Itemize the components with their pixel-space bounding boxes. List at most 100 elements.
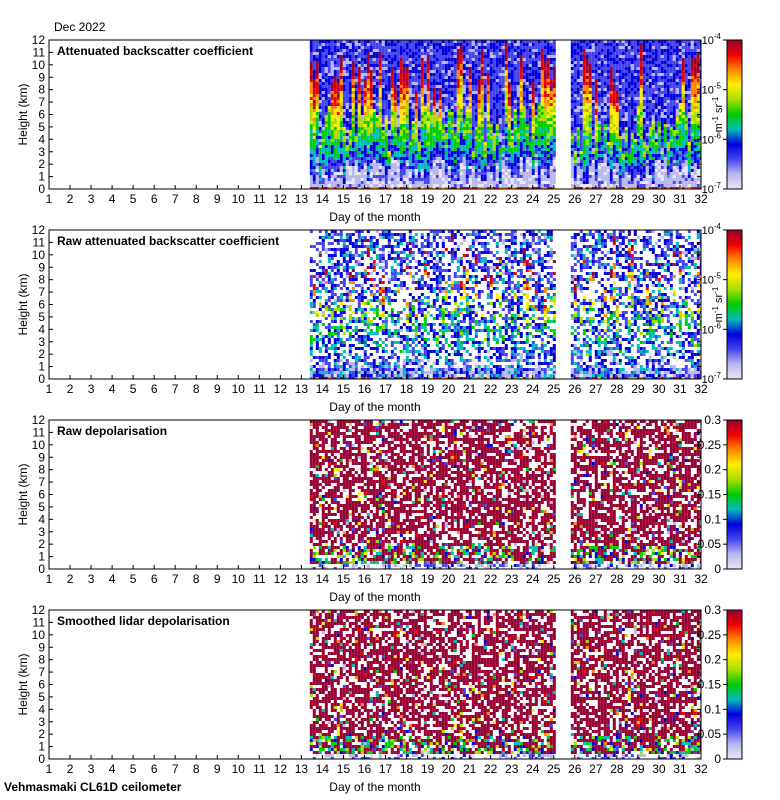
colorbar-tick-label: 0.1 (704, 512, 721, 526)
x-tick-label: 5 (130, 762, 137, 776)
x-tick-label: 9 (214, 382, 221, 396)
x-tick-label: 22 (484, 572, 498, 586)
x-tick-label: 22 (484, 762, 498, 776)
x-tick-label: 29 (631, 762, 645, 776)
x-tick-label: 4 (109, 192, 116, 206)
x-tick-label: 3 (88, 192, 95, 206)
x-tick-label: 13 (295, 192, 309, 206)
x-tick-label: 6 (151, 382, 158, 396)
x-tick-label: 2 (67, 192, 74, 206)
x-tick-label: 27 (589, 192, 603, 206)
y-tick-label: 5 (38, 500, 45, 514)
x-tick-label: 6 (151, 192, 158, 206)
x-tick-label: 1 (46, 762, 53, 776)
y-tick-label: 0 (38, 752, 45, 766)
colorbar-scale (726, 419, 743, 570)
x-tick-label: 25 (547, 192, 561, 206)
x-tick-label: 12 (274, 382, 288, 396)
x-tick-label: 31 (673, 762, 687, 776)
colorbar-scale (726, 229, 743, 380)
colorbar-tick-label: 0.3 (704, 603, 721, 617)
y-tick-label: 2 (38, 537, 45, 551)
y-tick-label: 6 (38, 678, 45, 692)
colorbar-tick-label: 10-4 (702, 32, 722, 47)
x-tick-label: 14 (316, 572, 330, 586)
y-tick-label: 3 (38, 525, 45, 539)
x-tick-label: 11 (253, 762, 266, 776)
y-tick-label: 12 (32, 413, 46, 427)
colorbar-tick-label: 0.25 (698, 438, 722, 452)
y-axis-label: Height (km) (16, 653, 30, 715)
x-tick-label: 21 (463, 572, 477, 586)
y-tick-label: 7 (38, 475, 45, 489)
x-tick-label: 22 (484, 192, 498, 206)
x-tick-label: 7 (172, 572, 179, 586)
x-tick-label: 19 (421, 572, 435, 586)
colorbar-tick-label: 0.3 (704, 413, 721, 427)
x-tick-label: 14 (316, 192, 330, 206)
x-tick-label: 17 (379, 572, 393, 586)
colorbar: 10-7 10-6 10-5 10-4 m-1 sr-1 (702, 32, 743, 196)
x-tick-label: 4 (109, 762, 116, 776)
heatmap-field (309, 40, 701, 189)
x-tick-label: 15 (337, 762, 351, 776)
colorbar-tick-label: 0.05 (698, 727, 722, 741)
y-tick-label: 2 (38, 157, 45, 171)
x-tick-label: 23 (505, 762, 519, 776)
colorbar-label: m-1 sr-1 (711, 96, 725, 132)
x-tick-label: 1 (46, 192, 53, 206)
colorbar-tick-label: 0.25 (698, 628, 722, 642)
panel-title: Smoothed lidar depolarisation (57, 614, 230, 628)
y-tick-label: 10 (32, 438, 46, 452)
x-tick-label: 20 (442, 192, 456, 206)
y-tick-label: 0 (38, 182, 45, 196)
colorbar-tick-label: 10-5 (702, 272, 722, 287)
x-tick-label: 30 (652, 762, 666, 776)
x-tick-label: 29 (631, 572, 645, 586)
heatmap-field (309, 230, 701, 379)
x-tick-label: 28 (610, 382, 624, 396)
colorbar-tick-label: 0.05 (698, 537, 722, 551)
y-tick-label: 3 (38, 715, 45, 729)
y-tick-label: 10 (32, 628, 46, 642)
y-tick-label: 7 (38, 665, 45, 679)
x-tick-label: 8 (193, 192, 200, 206)
x-tick-label: 20 (442, 572, 456, 586)
y-tick-label: 1 (38, 550, 45, 564)
x-tick-label: 12 (274, 762, 288, 776)
colorbar-tick-label: 0.15 (698, 678, 722, 692)
month-label: Dec 2022 (54, 20, 106, 34)
y-tick-label: 0 (38, 372, 45, 386)
x-tick-label: 17 (379, 192, 393, 206)
colorbar-tick-label: 10-5 (702, 82, 722, 97)
x-tick-label: 22 (484, 382, 498, 396)
x-tick-label: 27 (589, 382, 603, 396)
x-tick-label: 32 (694, 382, 708, 396)
y-tick-label: 7 (38, 95, 45, 109)
x-tick-label: 11 (253, 382, 266, 396)
x-tick-label: 24 (526, 762, 540, 776)
x-tick-label: 21 (463, 762, 477, 776)
panel-1: Attenuated backscatter coefficient012345… (16, 32, 743, 224)
x-tick-label: 1 (46, 382, 53, 396)
x-tick-label: 8 (193, 382, 200, 396)
x-tick-label: 3 (88, 382, 95, 396)
x-axis-label: Day of the month (329, 400, 420, 414)
x-tick-label: 18 (400, 572, 414, 586)
y-tick-label: 6 (38, 108, 45, 122)
y-tick-label: 4 (38, 132, 45, 146)
y-tick-label: 11 (33, 425, 46, 439)
colorbar-scale (726, 609, 743, 760)
y-tick-label: 2 (38, 347, 45, 361)
x-tick-label: 12 (274, 572, 288, 586)
x-tick-label: 17 (379, 382, 393, 396)
y-tick-label: 5 (38, 690, 45, 704)
x-tick-label: 28 (610, 762, 624, 776)
x-tick-label: 2 (67, 572, 74, 586)
x-tick-label: 4 (109, 382, 116, 396)
x-tick-label: 8 (193, 762, 200, 776)
colorbar-tick-label: 0 (714, 562, 721, 576)
x-tick-label: 20 (442, 762, 456, 776)
y-tick-label: 7 (38, 285, 45, 299)
